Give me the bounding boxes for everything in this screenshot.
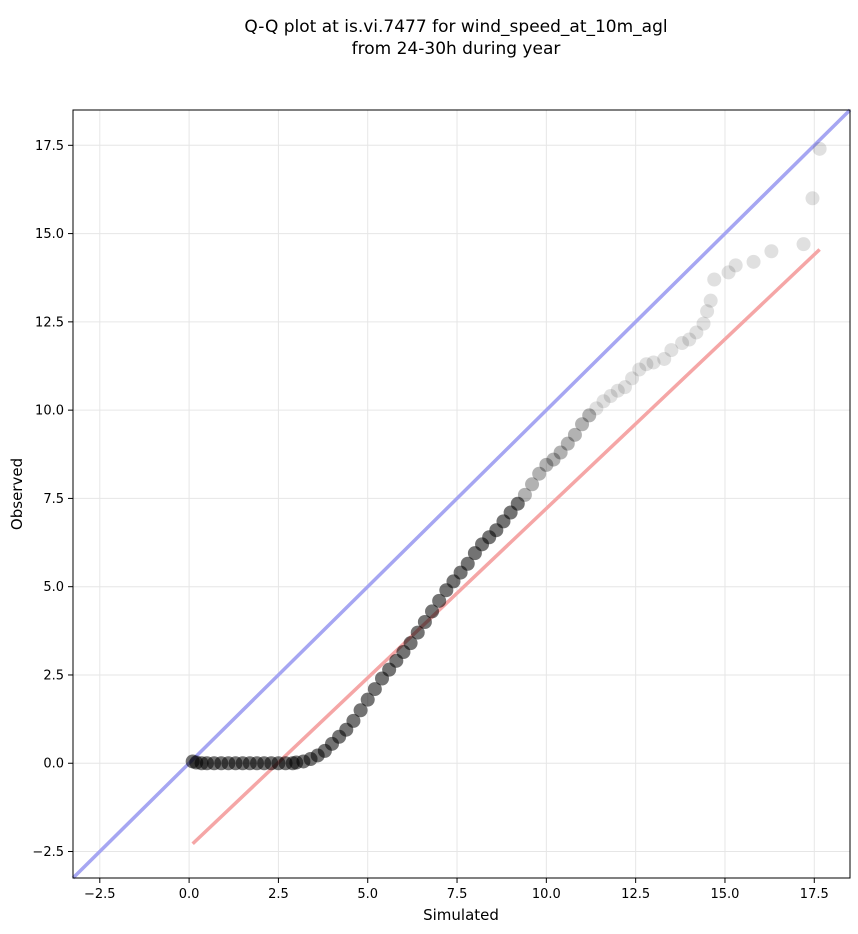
y-axis-ticks: −2.5 0.0 2.5 5.0 7.5 10.0 12.5 15.0 17.5 <box>32 139 73 860</box>
x-axis-label: Simulated <box>423 906 499 924</box>
y-tick-label: 2.5 <box>43 668 64 683</box>
y-tick-label: 5.0 <box>43 580 64 595</box>
quantile-point <box>700 304 715 319</box>
quantile-point <box>617 380 632 395</box>
x-tick-label: 17.5 <box>800 887 829 902</box>
x-tick-label: −2.5 <box>84 887 116 902</box>
x-tick-label: 5.0 <box>357 887 378 902</box>
quantile-point <box>582 408 597 423</box>
x-tick-label: 10.0 <box>532 887 561 902</box>
quantile-point <box>360 692 375 707</box>
quantile-point <box>603 389 618 404</box>
quantile-point <box>425 604 440 619</box>
quantile-point <box>460 556 475 571</box>
plot-frame <box>72 109 851 879</box>
y-tick-label: 17.5 <box>35 139 64 154</box>
y-tick-label: 0.0 <box>43 757 64 772</box>
quantile-point <box>560 436 575 451</box>
quantile-point <box>567 427 582 442</box>
quantile-point <box>682 332 697 347</box>
chart-title-line1: Q-Q plot at is.vi.7477 for wind_speed_at… <box>244 17 668 37</box>
x-tick-label: 12.5 <box>621 887 650 902</box>
quantile-point <box>403 636 418 651</box>
quantile-point <box>696 316 711 331</box>
quantile-point <box>707 272 722 287</box>
chart-title: Q-Q plot at is.vi.7477 for wind_speed_at… <box>0 16 858 60</box>
quantile-points <box>185 141 827 771</box>
quantile-point <box>805 191 820 206</box>
quantile-point <box>353 703 368 718</box>
quantile-point <box>546 452 561 467</box>
quantile-point <box>721 265 736 280</box>
quantile-point <box>539 457 554 472</box>
quantile-point <box>610 383 625 398</box>
y-tick-label: 10.0 <box>35 404 64 419</box>
quantile-point <box>657 351 672 366</box>
x-tick-label: 7.5 <box>447 887 468 902</box>
identity-line <box>71 108 852 880</box>
quantile-point <box>646 355 661 370</box>
y-tick-label: 15.0 <box>35 227 64 242</box>
y-tick-label: 7.5 <box>43 492 64 507</box>
quantile-point <box>764 244 779 259</box>
quantile-point <box>589 401 604 416</box>
y-axis-label: Observed <box>8 458 26 530</box>
quantile-point <box>410 625 425 640</box>
quantile-point <box>525 477 540 492</box>
quantile-point <box>553 445 568 460</box>
x-axis-ticks: −2.5 0.0 2.5 5.0 7.5 10.0 12.5 15.0 17.5 <box>84 878 829 902</box>
y-tick-label: −2.5 <box>32 845 64 860</box>
quantile-point <box>532 466 547 481</box>
x-tick-label: 0.0 <box>179 887 200 902</box>
fit-line <box>191 248 821 846</box>
x-tick-label: 2.5 <box>268 887 289 902</box>
quantile-point <box>812 141 827 156</box>
quantile-point <box>639 357 654 372</box>
chart-subtitle: from 24-30h during year <box>351 39 561 59</box>
quantile-point <box>796 237 811 252</box>
quantile-point <box>510 496 525 511</box>
reference-lines <box>71 108 852 880</box>
quantile-point <box>596 394 611 409</box>
quantile-point <box>625 371 640 386</box>
quantile-point <box>367 682 382 697</box>
quantile-point <box>517 487 532 502</box>
quantile-point <box>703 293 718 308</box>
quantile-point <box>346 713 361 728</box>
quantile-point <box>689 325 704 340</box>
quantile-point <box>632 362 647 377</box>
quantile-point <box>575 417 590 432</box>
quantile-point <box>432 593 447 608</box>
quantile-point <box>675 336 690 351</box>
quantile-point <box>728 258 743 273</box>
quantile-point <box>417 615 432 629</box>
quantile-point <box>746 254 761 269</box>
x-tick-label: 15.0 <box>710 887 739 902</box>
y-tick-label: 12.5 <box>35 315 64 330</box>
quantile-point <box>664 343 679 358</box>
